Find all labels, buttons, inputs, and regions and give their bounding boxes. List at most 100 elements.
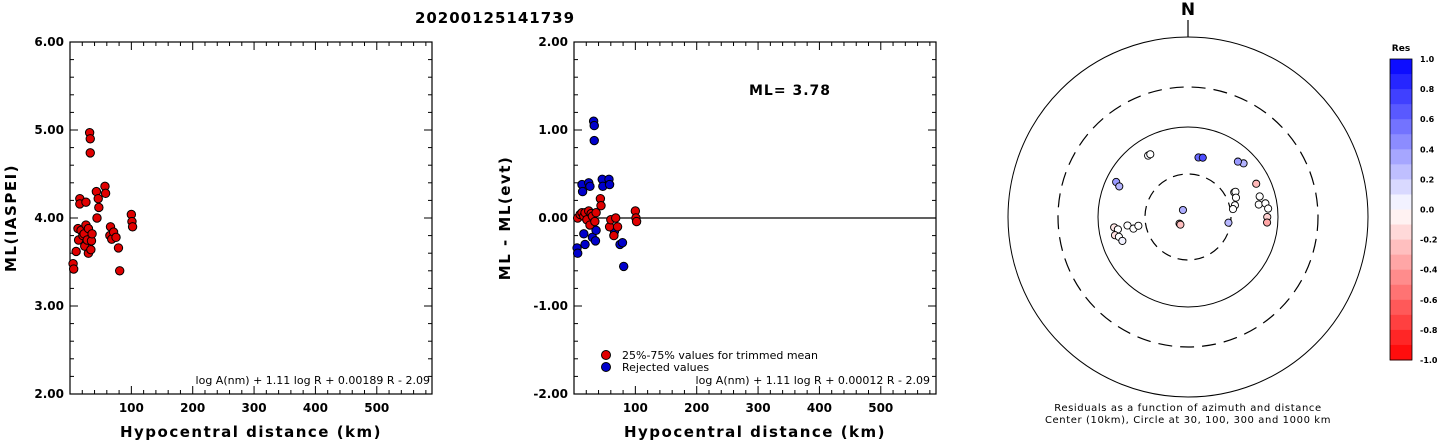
trimmed-point xyxy=(596,200,606,211)
colorbar-cell xyxy=(1390,104,1412,120)
ring-100km xyxy=(1097,126,1279,308)
trimmed-point xyxy=(591,208,601,218)
colorbar-cell xyxy=(1390,59,1412,75)
colorbar-frame xyxy=(1389,58,1413,361)
data-point xyxy=(94,202,104,213)
x-tick-label: 400 xyxy=(807,401,832,415)
station-marker xyxy=(1178,205,1187,215)
colorbar-tick-label: 0.6 xyxy=(1420,115,1435,124)
trimmed-point xyxy=(611,213,621,223)
y-tick-label: 2.00 xyxy=(538,35,568,49)
y-axis-label: ML(IASPEI) xyxy=(2,164,20,272)
north-label: N xyxy=(1181,0,1195,20)
rejected-point xyxy=(589,120,599,131)
colorbar-cell xyxy=(1390,224,1412,241)
ml-annotation: ML= 3.78 xyxy=(749,83,831,99)
y-tick-label: 5.00 xyxy=(34,123,64,137)
colorbar-tick-label: -0.8 xyxy=(1420,326,1437,335)
residual-colorbar: Res 1.0 0.8 0.6 0.4 0.2 0.0 -0.2 -0.4 -0.6 -0.8 -1… xyxy=(1389,44,1437,365)
legend-label-trimmed: 25%-75% values for trimmed mean xyxy=(622,349,818,362)
x-tick-label: 400 xyxy=(303,401,328,415)
rejected-point xyxy=(591,225,601,236)
station-marker xyxy=(1198,153,1207,162)
data-point xyxy=(113,243,124,253)
x-axis-label: Hypocentral distance (km) xyxy=(120,423,382,441)
data-points xyxy=(68,127,138,276)
legend-marker-rejected xyxy=(601,362,611,372)
trimmed-point xyxy=(609,230,619,241)
y-axis-label: ML - ML(evt) xyxy=(496,156,514,280)
station-marker xyxy=(1255,192,1264,201)
plot-frame xyxy=(69,41,433,395)
x-axis-ticks: 100 200 300 400 500 xyxy=(81,42,427,415)
x-tick-label: 100 xyxy=(623,401,648,415)
y-tick-label: -2.00 xyxy=(533,387,568,401)
colorbar-cell xyxy=(1390,314,1412,331)
colorbar-tick-label: -0.2 xyxy=(1420,236,1437,245)
legend-marker-trimmed xyxy=(601,350,611,360)
ml-iaspei-panel: 2.00 3.00 4.00 5.00 6.00 100 200 300 400 500 Hyp… xyxy=(2,35,433,441)
station-marker xyxy=(1231,193,1241,202)
ring-300km xyxy=(1057,86,1319,348)
data-point xyxy=(93,193,103,204)
rejected-point xyxy=(617,237,628,248)
colorbar-cell xyxy=(1390,329,1412,346)
magnitude-formula: log A(nm) + 1.11 log R + 0.00012 R - 2.0… xyxy=(696,374,930,387)
y-tick-label: 4.00 xyxy=(34,211,64,225)
rejected-point xyxy=(572,248,583,258)
rejected-point xyxy=(590,236,601,246)
x-axis-label: Hypocentral distance (km) xyxy=(624,423,886,441)
colorbar-tick-label: 0.4 xyxy=(1420,145,1435,154)
colorbar-cell xyxy=(1390,239,1412,256)
colorbar-cell xyxy=(1390,209,1412,226)
colorbar-tick-label: 1.0 xyxy=(1420,55,1435,64)
y-axis-ticks: 2.00 3.00 4.00 5.00 6.00 xyxy=(34,35,432,401)
data-point xyxy=(68,264,79,274)
y-tick-label: 6.00 xyxy=(34,35,64,49)
colorbar-title: Res xyxy=(1392,44,1410,54)
colorbar-tick-label: 0.8 xyxy=(1420,85,1435,94)
station-marker xyxy=(1176,220,1185,229)
x-tick-label: 500 xyxy=(868,401,893,415)
y-axis-ticks: -2.00 -1.00 0.00 1.00 2.00 xyxy=(533,35,936,401)
station-marker xyxy=(1233,157,1242,166)
trimmed-point xyxy=(631,216,642,227)
y-tick-label: 3.00 xyxy=(34,299,64,313)
y-tick-label: -1.00 xyxy=(533,299,568,313)
trimmed-point xyxy=(590,216,600,227)
rejected-point xyxy=(618,261,629,272)
rejected-point xyxy=(577,186,588,197)
colorbar-cell xyxy=(1390,74,1412,90)
x-axis-ticks: 100 200 300 400 500 xyxy=(585,42,931,415)
station-marker xyxy=(1263,218,1272,227)
rejected-point xyxy=(585,181,595,192)
data-point xyxy=(111,232,121,243)
polar-caption-line1: Residuals as a function of azimuth and d… xyxy=(1054,403,1322,414)
residual-polar-panel: N Residuals as a function of azimuth and… xyxy=(1007,0,1369,426)
y-tick-label: 1.00 xyxy=(538,123,568,137)
x-tick-label: 300 xyxy=(242,401,267,415)
trimmed-point xyxy=(612,222,623,232)
colorbar-cell xyxy=(1390,134,1412,150)
ring-30km xyxy=(1144,173,1232,261)
colorbar-cell xyxy=(1390,164,1412,180)
x-tick-label: 500 xyxy=(364,401,389,415)
station-markers xyxy=(1110,150,1273,245)
y-tick-label: 2.00 xyxy=(34,387,64,401)
station-marker xyxy=(1118,236,1127,245)
y-tick-label: 0.00 xyxy=(538,211,568,225)
colorbar-cell xyxy=(1390,119,1412,135)
legend-label-rejected: Rejected values xyxy=(622,361,709,374)
colorbar-cell xyxy=(1390,179,1412,195)
station-marker xyxy=(1134,221,1143,230)
colorbar-cell xyxy=(1390,299,1412,316)
data-points xyxy=(572,116,642,272)
colorbar-cell xyxy=(1390,284,1412,301)
ml-residual-panel: -2.00 -1.00 0.00 1.00 2.00 100 200 300 400 500 M… xyxy=(496,35,937,441)
data-point xyxy=(127,222,138,232)
station-marker xyxy=(1252,179,1261,188)
colorbar-ticks: 1.0 0.8 0.6 0.4 0.2 0.0 -0.2 -0.4 -0.6 -0.8 -1.0 xyxy=(1420,55,1437,365)
colorbar-tick-label: -0.6 xyxy=(1420,296,1437,305)
colorbar-cell xyxy=(1390,194,1412,210)
